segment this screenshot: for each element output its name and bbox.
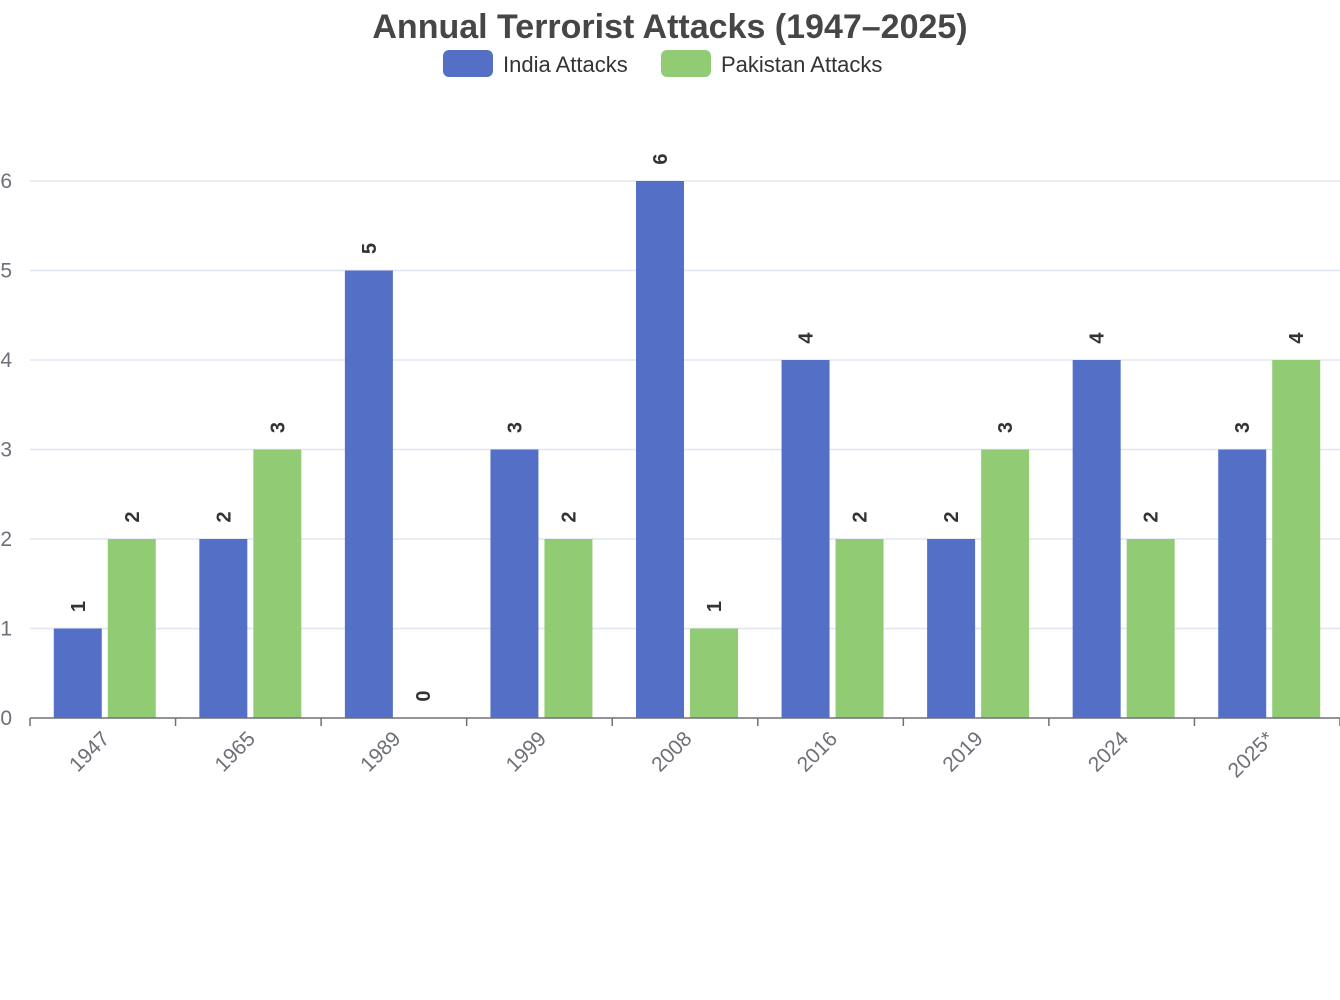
data-label: 3	[504, 422, 526, 433]
x-tick-label: 1999	[502, 727, 551, 776]
bar-india-2008[interactable]	[636, 181, 684, 718]
data-label: 5	[359, 243, 381, 254]
y-tick-label: 1	[0, 618, 12, 641]
x-axis-ticks: 1947 1965 1989 1999 2008 2016 2019 2024 2025*	[65, 727, 1279, 782]
data-label: 1	[704, 601, 726, 612]
bar-india-1989[interactable]	[344, 270, 393, 719]
data-label: 2	[850, 511, 872, 522]
data-label: 2	[1141, 511, 1163, 522]
legend: India Attacks Pakistan Attacks	[443, 50, 882, 77]
data-label: 2	[558, 511, 580, 522]
bar-india-1999[interactable]	[490, 449, 539, 719]
bar-pakistan-1947[interactable]	[107, 539, 156, 718]
data-labels: 1 2 2 3 5 0 3 2 6 1 4 2 2 3 4 2 3 4	[68, 153, 1308, 701]
y-tick-label: 4	[0, 349, 12, 372]
data-label: 1	[68, 601, 90, 612]
x-tick-label: 2008	[647, 727, 696, 776]
data-label: 4	[1087, 332, 1109, 344]
x-tick-label: 1965	[211, 727, 260, 776]
x-tick-label: 2024	[1084, 727, 1134, 777]
bar-india-2025*[interactable]	[1218, 449, 1267, 719]
y-tick-label: 5	[0, 260, 12, 283]
bar-pakistan-1999[interactable]	[544, 539, 593, 718]
x-tick-label: 2019	[938, 727, 987, 776]
bar-pakistan-2008[interactable]	[690, 628, 738, 719]
data-label: 4	[1286, 332, 1308, 344]
data-label: 0	[413, 690, 435, 701]
bar-pakistan-2016[interactable]	[835, 539, 884, 718]
data-label: 2	[213, 511, 235, 522]
data-label: 6	[650, 153, 672, 164]
legend-swatch	[443, 50, 493, 77]
bar-india-2016[interactable]	[781, 360, 830, 718]
y-tick-label: 6	[0, 170, 12, 193]
bar-india-1965[interactable]	[199, 539, 248, 718]
y-axis-ticks: 0 1 2 3 4 5 6	[0, 170, 12, 730]
bar-pakistan-2025*[interactable]	[1272, 360, 1321, 718]
x-tick-label: 2025*	[1224, 727, 1279, 782]
data-label: 2	[122, 511, 144, 522]
chart-title: Annual Terrorist Attacks (1947–2025)	[372, 8, 967, 46]
x-tick-label: 2016	[793, 727, 842, 776]
legend-label: India Attacks	[503, 52, 628, 77]
data-label: 3	[267, 422, 289, 433]
bar-pakistan-2024[interactable]	[1126, 539, 1175, 718]
legend-label: Pakistan Attacks	[721, 52, 882, 77]
data-label: 2	[941, 511, 963, 522]
data-label: 3	[1232, 422, 1254, 433]
x-tick-label: 1947	[65, 727, 114, 776]
bar-india-2024[interactable]	[1072, 360, 1121, 718]
data-label: 3	[995, 422, 1017, 433]
x-tick-label: 1989	[356, 727, 405, 776]
data-label: 4	[796, 332, 818, 344]
legend-item-pakistan[interactable]: Pakistan Attacks	[661, 50, 882, 77]
legend-swatch	[661, 50, 711, 77]
bar-india-2019[interactable]	[927, 539, 976, 718]
bar-india-1947[interactable]	[53, 628, 102, 719]
y-tick-label: 3	[0, 439, 12, 462]
axes	[29, 717, 1340, 726]
bar-pakistan-1965[interactable]	[253, 449, 302, 719]
bar-pakistan-2019[interactable]	[981, 449, 1030, 719]
legend-item-india[interactable]: India Attacks	[443, 50, 628, 77]
bars	[53, 181, 1321, 719]
grid-lines	[30, 180, 1340, 630]
y-tick-label: 0	[0, 707, 12, 730]
y-tick-label: 2	[0, 528, 12, 551]
